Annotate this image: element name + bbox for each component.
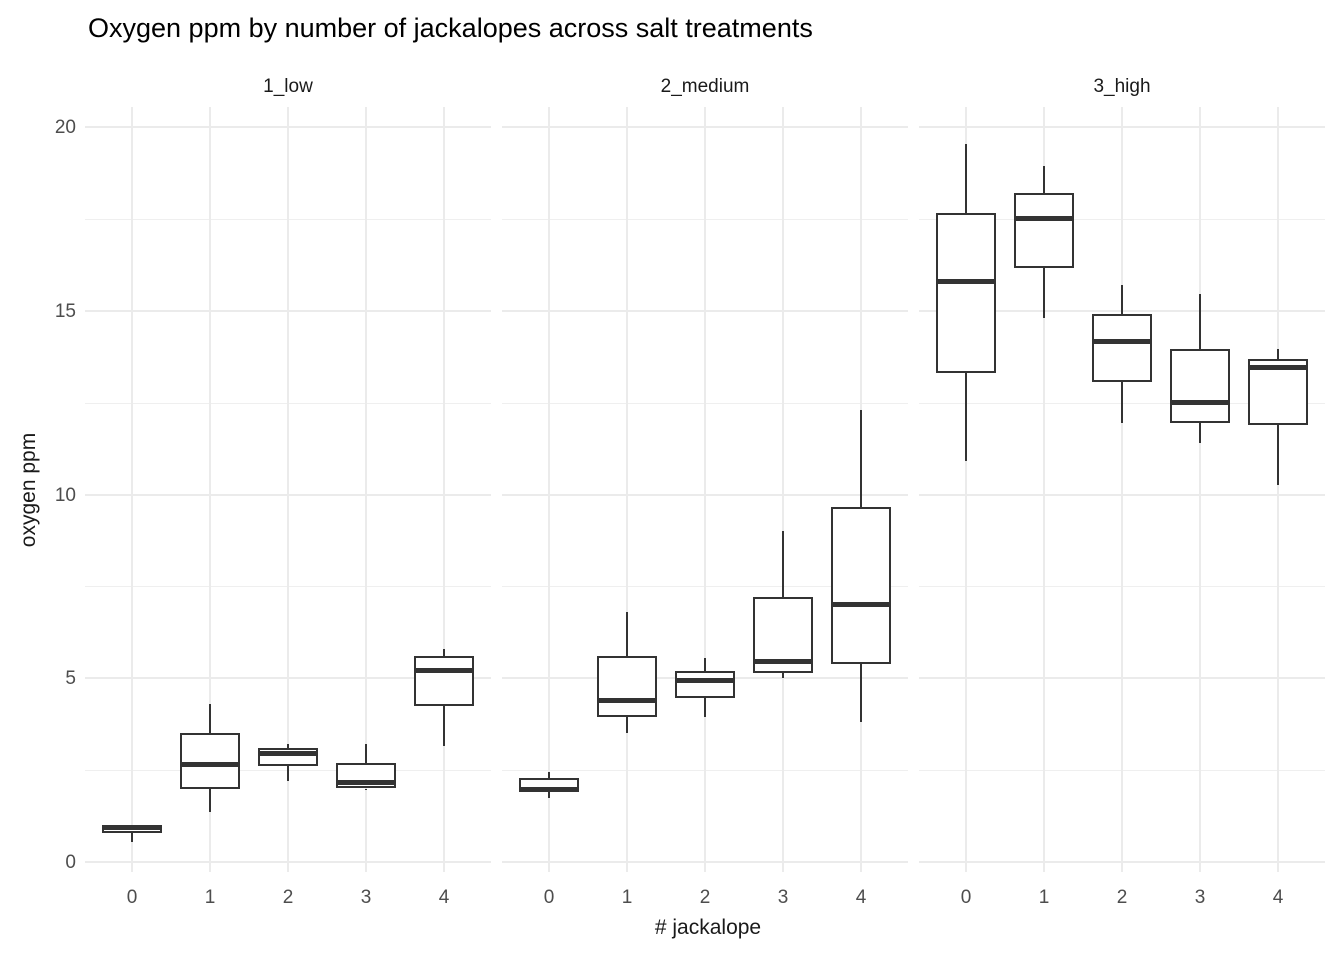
gridline-vertical — [443, 107, 445, 872]
whisker-upper — [965, 143, 967, 214]
x-axis-title: # jackalope — [654, 916, 762, 939]
x-tick-label: 2 — [282, 887, 294, 908]
y-tick-label: 10 — [54, 484, 76, 506]
whisker-upper — [626, 612, 628, 657]
whisker-lower — [548, 792, 550, 798]
whisker-lower — [365, 788, 367, 791]
median-line — [258, 751, 318, 757]
box-iqr — [414, 656, 474, 706]
median-line — [936, 278, 996, 284]
median-line — [675, 677, 735, 683]
whisker-upper — [365, 744, 367, 763]
box-iqr — [1170, 349, 1230, 423]
whisker-lower — [1043, 268, 1045, 319]
median-line — [414, 668, 474, 674]
gridline-vertical — [782, 107, 784, 872]
whisker-lower — [782, 672, 784, 679]
median-line — [753, 659, 813, 665]
whisker-upper — [287, 744, 289, 749]
whisker-upper — [1277, 349, 1279, 359]
whisker-lower — [1121, 382, 1123, 423]
x-tick-label: 4 — [1272, 887, 1284, 908]
y-tick-label: 0 — [65, 852, 76, 873]
y-tick-label: 20 — [54, 117, 76, 138]
gridline-vertical — [704, 107, 706, 872]
whisker-upper — [1199, 294, 1201, 350]
facet-panel: 3_high 0 1 2 3 4 — [919, 76, 1325, 908]
whisker-upper — [1043, 165, 1045, 194]
gridline-vertical — [1277, 107, 1279, 872]
gridline-vertical — [287, 107, 289, 872]
gridline-vertical — [548, 107, 550, 872]
median-line — [1014, 216, 1074, 222]
facet-strip-label: 1_low — [263, 76, 313, 97]
whisker-upper — [782, 531, 784, 598]
gridline-vertical — [365, 107, 367, 872]
y-tick-label: 5 — [65, 668, 76, 690]
gridline-vertical — [209, 107, 211, 872]
x-tick-label: 0 — [126, 887, 138, 908]
whisker-lower — [443, 705, 445, 747]
whisker-lower — [1199, 422, 1201, 444]
x-tick-label: 0 — [543, 887, 555, 908]
whisker-upper — [443, 648, 445, 657]
x-tick-label: 0 — [960, 887, 972, 908]
facet-strip-label: 3_high — [1093, 76, 1151, 97]
median-line — [336, 780, 396, 786]
x-tick-label: 4 — [438, 887, 450, 908]
y-tick-label: 15 — [54, 300, 76, 322]
median-line — [180, 762, 240, 768]
x-tick-label: 2 — [699, 887, 711, 908]
median-line — [519, 787, 579, 793]
facet-panel: 1_low 0 1 2 3 4 — [85, 76, 491, 908]
whisker-upper — [209, 703, 211, 734]
x-tick-label: 1 — [1038, 887, 1050, 908]
gridline-vertical — [965, 107, 967, 872]
gridline-vertical — [626, 107, 628, 872]
whisker-lower — [287, 766, 289, 782]
whisker-upper — [548, 771, 550, 779]
box-iqr — [180, 733, 240, 789]
facet-strip-label: 2_medium — [660, 76, 750, 97]
median-line — [1170, 400, 1230, 406]
median-line — [1092, 339, 1152, 345]
median-line — [831, 602, 891, 608]
median-line — [102, 825, 162, 831]
x-tick-label: 3 — [1194, 887, 1206, 908]
x-tick-label: 2 — [1116, 887, 1128, 908]
whisker-lower — [209, 788, 211, 813]
whisker-upper — [704, 658, 706, 671]
whisker-lower — [1277, 424, 1279, 486]
whisker-lower — [965, 373, 967, 462]
median-line — [1248, 365, 1308, 371]
box-iqr — [936, 213, 996, 374]
x-tick-label: 3 — [777, 887, 789, 908]
gridline-vertical — [1043, 107, 1045, 872]
gridline-vertical — [1199, 107, 1201, 872]
facet-panel: 2_medium 0 1 2 3 4 — [502, 76, 908, 908]
x-tick-label: 1 — [204, 887, 216, 908]
whisker-upper — [860, 409, 862, 508]
x-tick-label: 1 — [621, 887, 633, 908]
whisker-upper — [1121, 285, 1123, 315]
box-iqr — [831, 507, 891, 664]
box-iqr — [675, 670, 735, 699]
x-tick-label: 4 — [855, 887, 867, 908]
box-iqr — [1014, 193, 1074, 269]
whisker-lower — [704, 698, 706, 717]
x-tick-label: 3 — [360, 887, 372, 908]
median-line — [597, 697, 657, 703]
gridline-vertical — [131, 107, 133, 872]
box-iqr — [597, 656, 657, 717]
whisker-lower — [626, 716, 628, 734]
whisker-lower — [860, 663, 862, 723]
chart-title: Oxygen ppm by number of jackalopes acros… — [88, 13, 813, 43]
whisker-lower — [131, 833, 133, 842]
box-iqr — [1092, 314, 1152, 383]
gridline-vertical — [1121, 107, 1123, 872]
